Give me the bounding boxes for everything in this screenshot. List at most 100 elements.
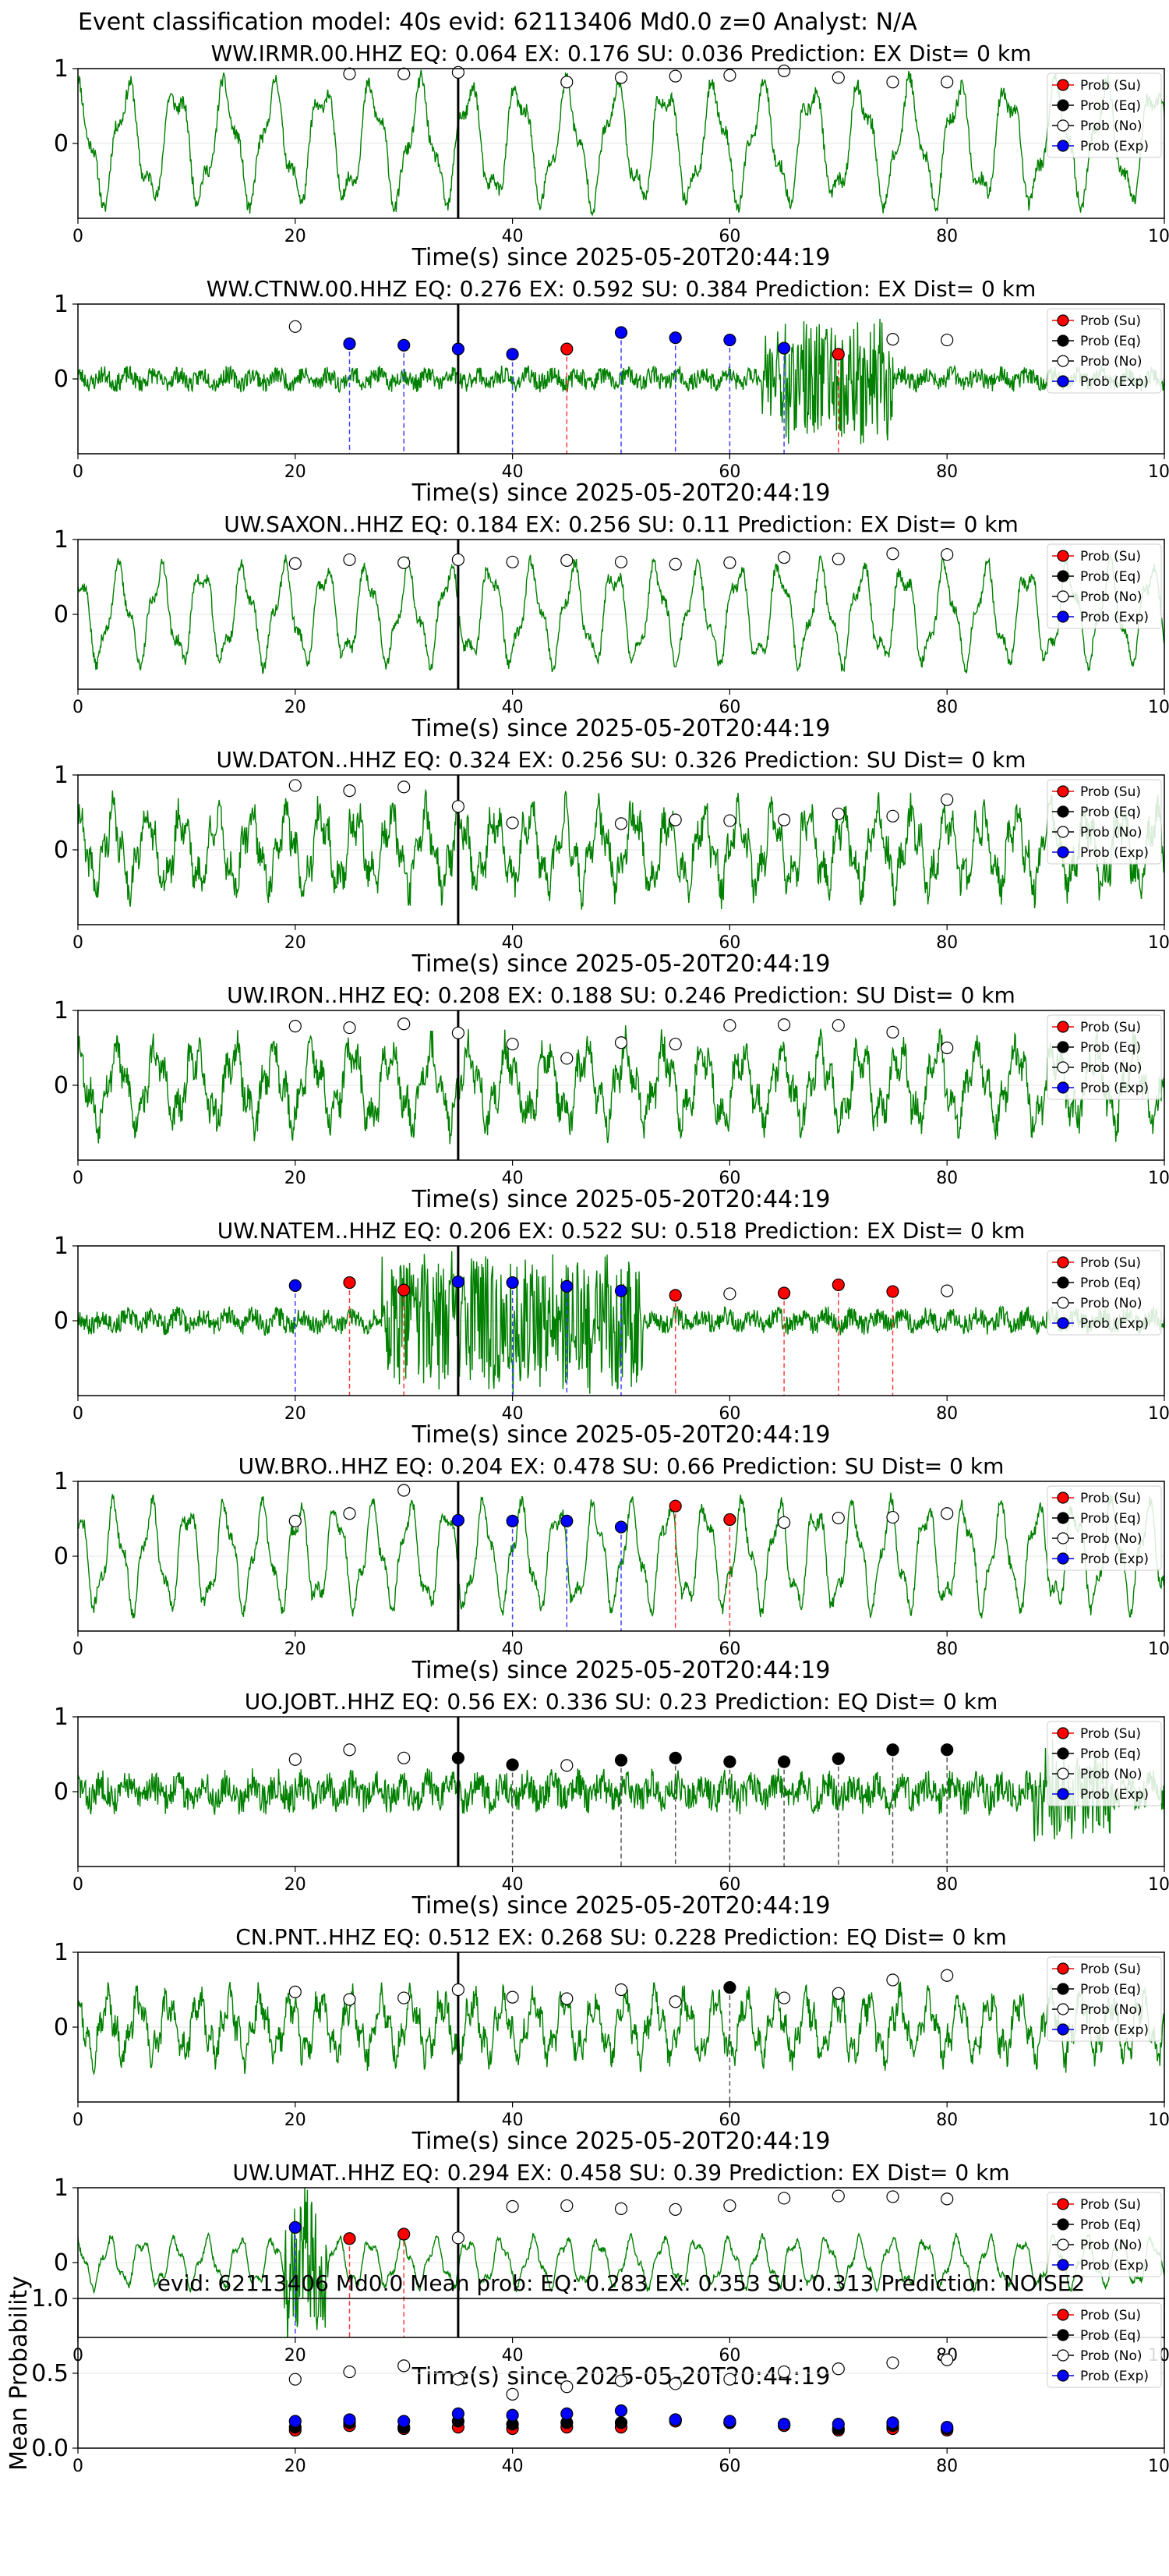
probability-marker bbox=[886, 1025, 899, 1039]
probability-marker bbox=[777, 1286, 791, 1300]
legend-marker-su bbox=[1057, 550, 1069, 562]
legend-label: Prob (Su) bbox=[1080, 1726, 1141, 1742]
x-tick-label: 60 bbox=[719, 933, 740, 953]
probability-marker bbox=[343, 1507, 356, 1520]
probability-marker bbox=[832, 1752, 845, 1765]
legend-label: Prob (Exp) bbox=[1080, 845, 1149, 861]
probability-marker bbox=[451, 553, 465, 567]
probability-marker bbox=[669, 1751, 682, 1764]
legend-label: Prob (Eq) bbox=[1080, 2328, 1141, 2344]
probability-marker bbox=[397, 1751, 411, 1764]
legend-marker-exp bbox=[1057, 2023, 1069, 2036]
x-tick-label: 20 bbox=[284, 227, 306, 246]
probability-marker bbox=[941, 1041, 954, 1055]
chart-title: WW.IRMR.00.HHZ EQ: 0.064 EX: 0.176 SU: 0… bbox=[211, 41, 1032, 66]
x-tick-label: 0 bbox=[72, 698, 83, 717]
legend-marker-no bbox=[1057, 1767, 1069, 1780]
x-tick-label: 100 bbox=[1148, 227, 1169, 246]
probability-marker bbox=[614, 1983, 628, 1997]
legend-marker-exp bbox=[1057, 610, 1069, 623]
legend-marker-su bbox=[1057, 2198, 1069, 2210]
probability-marker bbox=[832, 1511, 845, 1525]
x-tick-label: 100 bbox=[1148, 462, 1169, 482]
x-tick-label: 40 bbox=[502, 2111, 524, 2130]
legend-marker-no bbox=[1057, 355, 1069, 367]
probability-marker bbox=[723, 333, 736, 347]
legend-marker-no bbox=[1057, 826, 1069, 838]
probability-marker bbox=[397, 780, 411, 794]
x-axis-label: Time(s) since 2025-05-20T20:44:19 bbox=[411, 244, 831, 271]
probability-marker bbox=[614, 1753, 628, 1767]
x-tick-label: 100 bbox=[1148, 2111, 1169, 2130]
y-tick-label: 0 bbox=[54, 837, 69, 864]
probability-marker bbox=[288, 1514, 302, 1527]
x-axis-label: Time(s) since 2025-05-20T20:44:19 bbox=[411, 1186, 831, 1213]
x-tick-label: 60 bbox=[719, 1640, 740, 1659]
mean-probability-marker-no bbox=[832, 2362, 845, 2376]
probability-marker bbox=[560, 76, 574, 89]
legend-label: Prob (No) bbox=[1080, 2348, 1143, 2364]
x-tick-label: 20 bbox=[284, 2346, 306, 2365]
probability-marker bbox=[506, 2199, 519, 2213]
legend-label: Prob (Su) bbox=[1080, 1020, 1141, 1035]
x-tick-label: 40 bbox=[502, 2457, 524, 2476]
probability-marker bbox=[777, 1516, 791, 1529]
x-tick-label: 60 bbox=[719, 2346, 740, 2365]
probability-marker bbox=[614, 326, 628, 339]
chart-panel-9: CN.PNT..HHZ EQ: 0.512 EX: 0.268 SU: 0.22… bbox=[54, 1924, 1169, 2155]
probability-marker bbox=[832, 807, 845, 821]
legend-marker-su bbox=[1057, 1256, 1069, 1269]
y-tick-label: 0 bbox=[54, 2249, 69, 2277]
probability-marker bbox=[506, 555, 519, 568]
mean-probability-marker-no bbox=[614, 2374, 628, 2387]
x-tick-label: 0 bbox=[72, 462, 83, 482]
probability-marker bbox=[560, 554, 574, 567]
legend-box bbox=[1047, 543, 1162, 629]
probability-marker bbox=[886, 547, 899, 561]
legend-label: Prob (Exp) bbox=[1080, 1787, 1149, 1803]
probability-marker bbox=[288, 1020, 302, 1033]
probability-marker bbox=[343, 553, 356, 567]
y-tick-label: 1 bbox=[54, 1704, 69, 1731]
x-tick-label: 40 bbox=[502, 933, 524, 953]
chart-title: UW.IRON..HHZ EQ: 0.208 EX: 0.188 SU: 0.2… bbox=[227, 982, 1015, 1008]
chart-title: UO.JOBT..HHZ EQ: 0.56 EX: 0.336 SU: 0.23… bbox=[245, 1689, 998, 1714]
probability-marker bbox=[451, 1983, 465, 1997]
legend-marker-eq bbox=[1057, 1276, 1069, 1289]
mean-probability-marker-no bbox=[886, 2356, 899, 2369]
probability-marker bbox=[832, 348, 845, 361]
legend-marker-eq bbox=[1057, 570, 1069, 582]
y-tick-label: 1 bbox=[54, 291, 69, 318]
mean-probability-marker-no bbox=[506, 2387, 519, 2401]
probability-marker bbox=[941, 793, 954, 806]
legend-box bbox=[1047, 2302, 1162, 2388]
legend-marker-su bbox=[1057, 1727, 1069, 1739]
legend-label: Prob (No) bbox=[1080, 589, 1143, 605]
chart-panel-10: UW.UMAT..HHZ EQ: 0.294 EX: 0.458 SU: 0.3… bbox=[54, 2160, 1169, 2390]
waveform-trace bbox=[78, 2188, 1164, 2337]
probability-marker bbox=[506, 348, 519, 361]
legend-marker-su bbox=[1057, 79, 1069, 91]
probability-marker bbox=[506, 1514, 519, 1527]
legend-label: Prob (Su) bbox=[1080, 1962, 1141, 1977]
legend-label: Prob (Su) bbox=[1080, 2197, 1141, 2213]
probability-marker bbox=[941, 548, 954, 561]
probability-marker bbox=[832, 1987, 845, 2000]
probability-marker bbox=[451, 1513, 465, 1527]
legend-label: Prob (Eq) bbox=[1080, 98, 1141, 114]
waveform-trace bbox=[78, 1025, 1164, 1145]
x-tick-label: 0 bbox=[72, 1875, 83, 1895]
x-tick-label: 60 bbox=[719, 1875, 740, 1895]
legend-label: Prob (Eq) bbox=[1080, 1746, 1141, 1762]
probability-marker bbox=[723, 1755, 736, 1768]
legend-marker-eq bbox=[1057, 2329, 1069, 2341]
legend-marker-exp bbox=[1057, 2259, 1069, 2271]
y-tick-label: 1 bbox=[54, 1939, 69, 1966]
legend-marker-exp bbox=[1057, 140, 1069, 152]
y-tick-label: 1 bbox=[54, 762, 69, 789]
x-tick-label: 0 bbox=[72, 1640, 83, 1659]
x-tick-label: 0 bbox=[72, 1169, 83, 1188]
y-tick-label: 0 bbox=[54, 1307, 69, 1335]
y-tick-label: 0 bbox=[54, 366, 69, 393]
